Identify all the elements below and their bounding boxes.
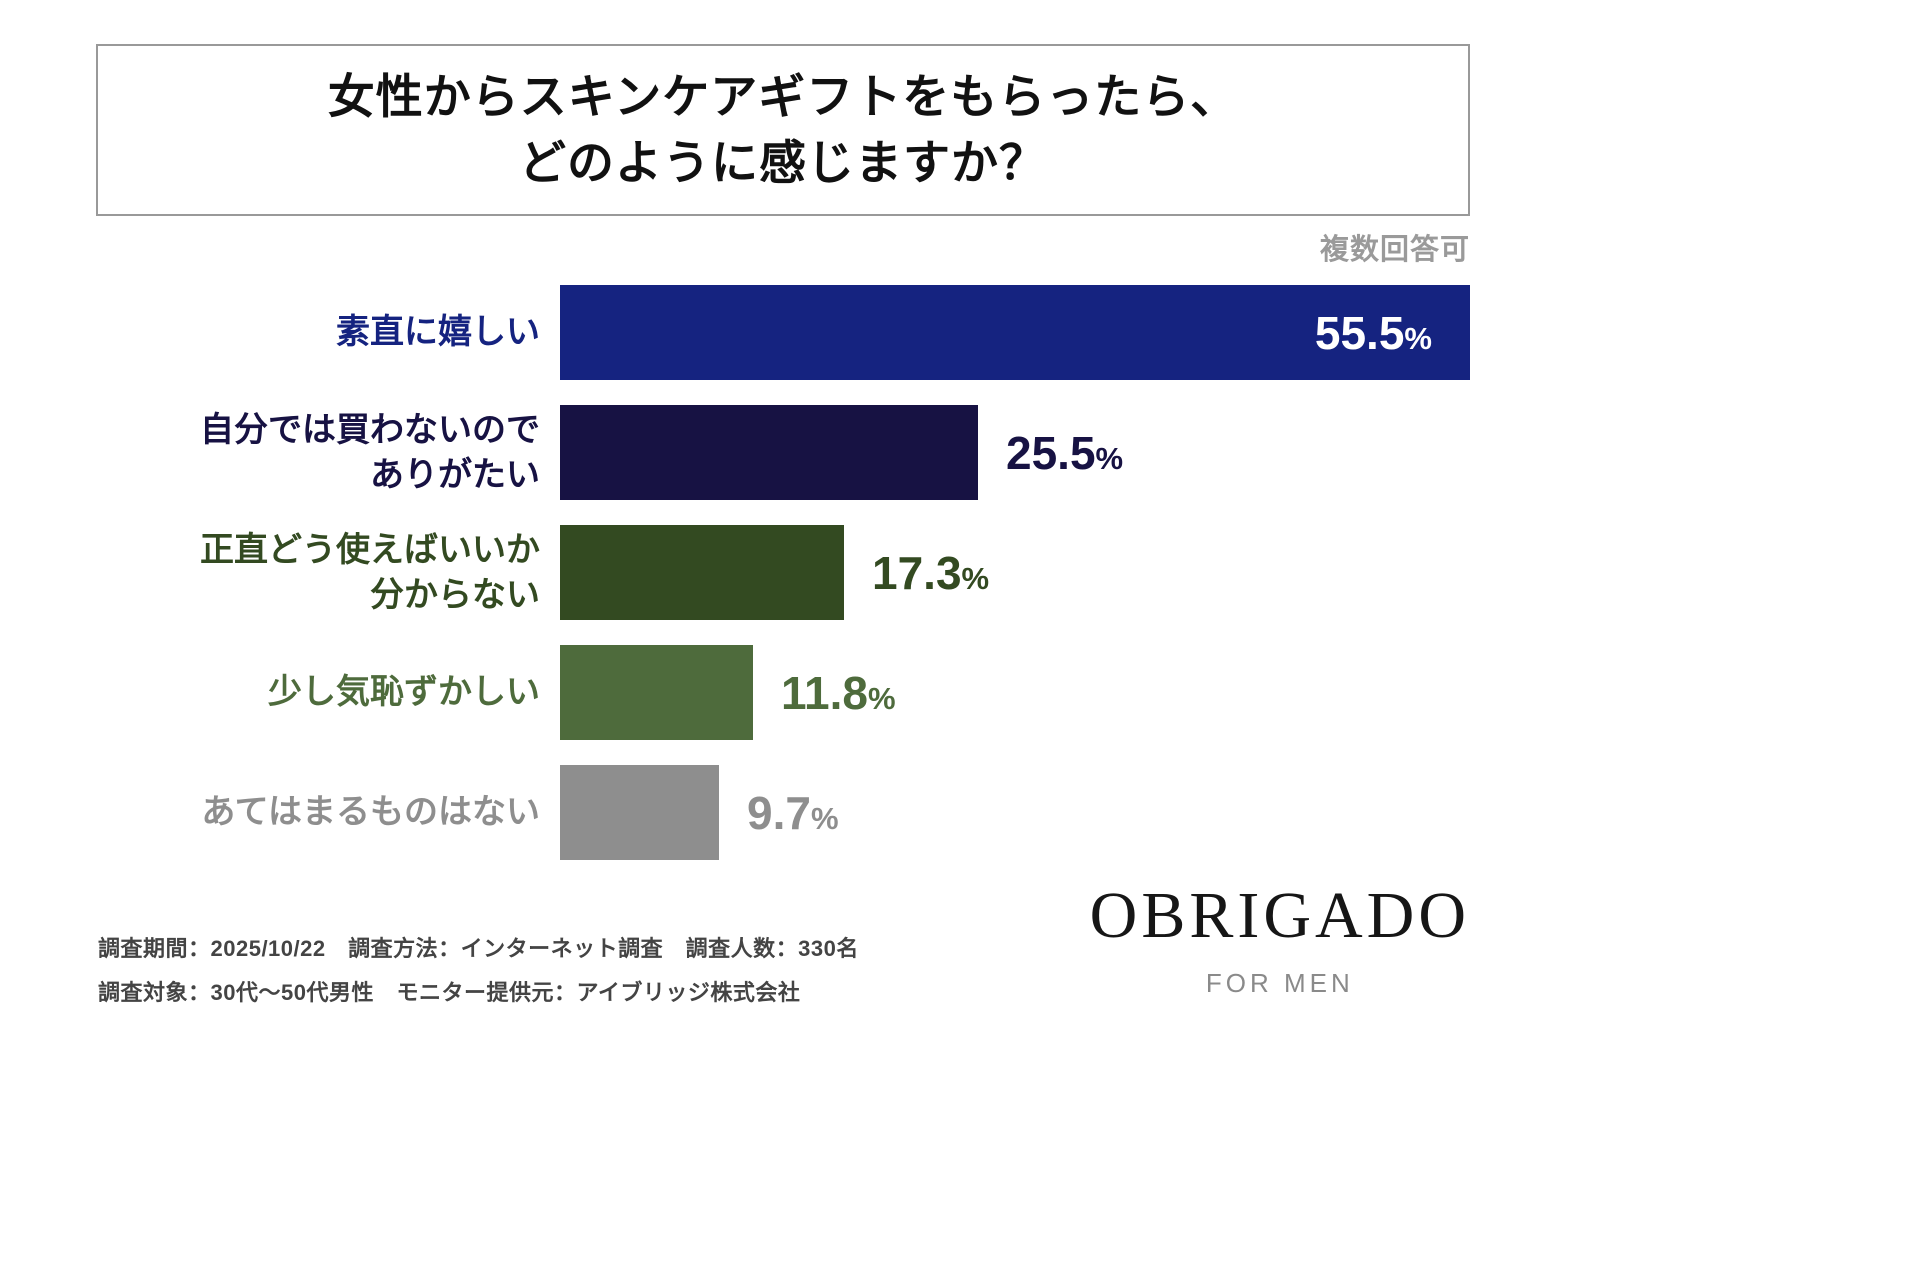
chart-row: あてはまるものはない 9.7%	[96, 765, 1826, 860]
bar-track: 11.8%	[560, 645, 1826, 740]
survey-footer: 調査期間：2025/10/22 調査方法：インターネット調査 調査人数：330名…	[98, 938, 859, 1026]
brand-logo: OBRIGADO FOR MEN	[1090, 878, 1470, 999]
bar-value: 25.5%	[1006, 426, 1124, 479]
bar	[560, 525, 844, 620]
page-title-line1: 女性からスキンケアギフトをもらったら、	[327, 70, 1239, 124]
title-box: 女性からスキンケアギフトをもらったら、 どのように感じますか？	[96, 44, 1470, 216]
bar-value: 55.5%	[1314, 306, 1432, 359]
bar-track: 17.3%	[560, 525, 1826, 620]
chart-row: 正直どう使えばいいか 分からない 17.3%	[96, 525, 1826, 620]
brand-subtitle: FOR MEN	[1205, 968, 1354, 998]
brand-name: OBRIGADO	[1089, 879, 1470, 952]
bar-chart: 素直に嬉しい 55.5% 自分では買わないので ありがたい 25.5% 正直どう使えばい…	[96, 285, 1826, 885]
bar-track: 25.5%	[560, 405, 1826, 500]
bar: 55.5%	[560, 285, 1470, 380]
page-title-line2: どのように感じますか？	[519, 136, 1047, 189]
multiple-answers-note: 複数回答可	[1319, 234, 1470, 266]
survey-info-line1: 調査期間：2025/10/22 調査方法：インターネット調査 調査人数：330名	[98, 936, 859, 961]
bar-label: 素直に嬉しい	[336, 313, 540, 352]
bar-label: 自分では買わないので ありがたい	[200, 411, 540, 494]
survey-info-line2: 調査対象：30代〜50代男性 モニター提供元：アイブリッジ株式会社	[98, 980, 801, 1005]
bar-track: 9.7%	[560, 765, 1826, 860]
bar-value: 9.7%	[747, 786, 839, 839]
bar-label: 正直どう使えばいいか 分からない	[200, 531, 540, 614]
bar-value: 17.3%	[872, 546, 990, 599]
chart-rows: 素直に嬉しい 55.5% 自分では買わないので ありがたい 25.5% 正直どう使えばい…	[96, 285, 1826, 860]
bar-label: あてはまるものはない	[201, 793, 540, 832]
bar	[560, 645, 753, 740]
bar	[560, 765, 719, 860]
chart-row: 自分では買わないので ありがたい 25.5%	[96, 405, 1826, 500]
chart-row: 素直に嬉しい 55.5%	[96, 285, 1826, 380]
bar	[560, 405, 978, 500]
bar-value: 11.8%	[781, 666, 896, 719]
bar-track: 55.5%	[560, 285, 1826, 380]
bar-label: 少し気恥ずかしい	[268, 673, 540, 712]
chart-row: 少し気恥ずかしい 11.8%	[96, 645, 1826, 740]
